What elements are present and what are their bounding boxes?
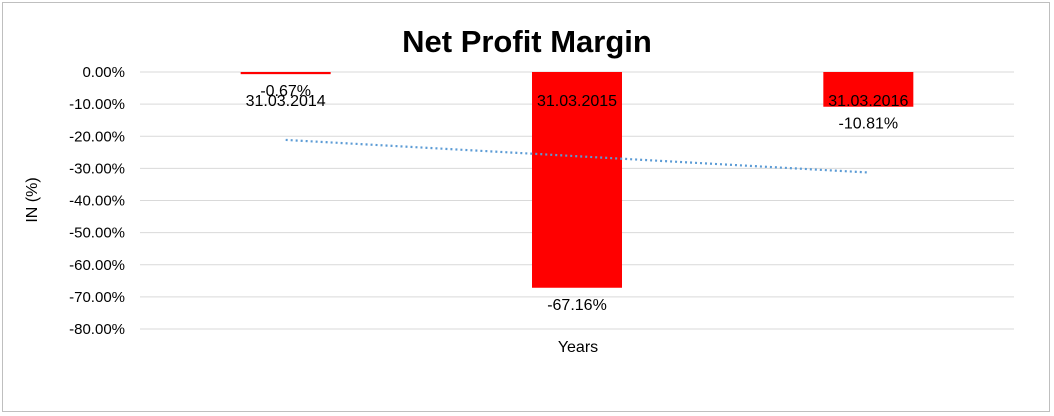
data-labels: -0.67% -67.16% -10.81%: [260, 83, 898, 314]
data-label: -67.16%: [547, 297, 607, 314]
y-tick-label: -60.00%: [69, 257, 125, 274]
category-label: 31.03.2016: [828, 93, 908, 110]
data-label: -0.67%: [260, 83, 311, 100]
category-labels: 31.03.2014 31.03.2015 31.03.2016: [246, 93, 909, 110]
trendline-path: [285, 138, 869, 174]
chart-title: Net Profit Margin: [402, 24, 652, 59]
y-tick-label: -70.00%: [69, 289, 125, 306]
y-tick-label: -20.00%: [69, 128, 125, 145]
x-axis-label: Years: [558, 339, 598, 356]
bar: [823, 72, 914, 107]
category-label: 31.03.2015: [537, 93, 617, 110]
y-tick-label: -40.00%: [69, 193, 125, 210]
category-label: 31.03.2014: [246, 93, 326, 110]
y-axis-ticks: 0.00% -10.00% -20.00% -30.00% -40.00% -50.00%…: [69, 64, 125, 338]
y-tick-label: -80.00%: [69, 321, 125, 338]
bar: [240, 72, 331, 75]
chart-frame: [2, 2, 1050, 412]
bar: [532, 72, 622, 288]
trendline: [285, 138, 869, 174]
y-tick-label: -50.00%: [69, 225, 125, 242]
y-axis-label: IN (%): [24, 177, 41, 222]
y-tick-label: 0.00%: [82, 64, 125, 81]
data-label: -10.81%: [839, 116, 899, 133]
bars: [240, 72, 914, 288]
y-tick-label: -30.00%: [69, 160, 125, 177]
y-tick-label: -10.00%: [69, 96, 125, 113]
